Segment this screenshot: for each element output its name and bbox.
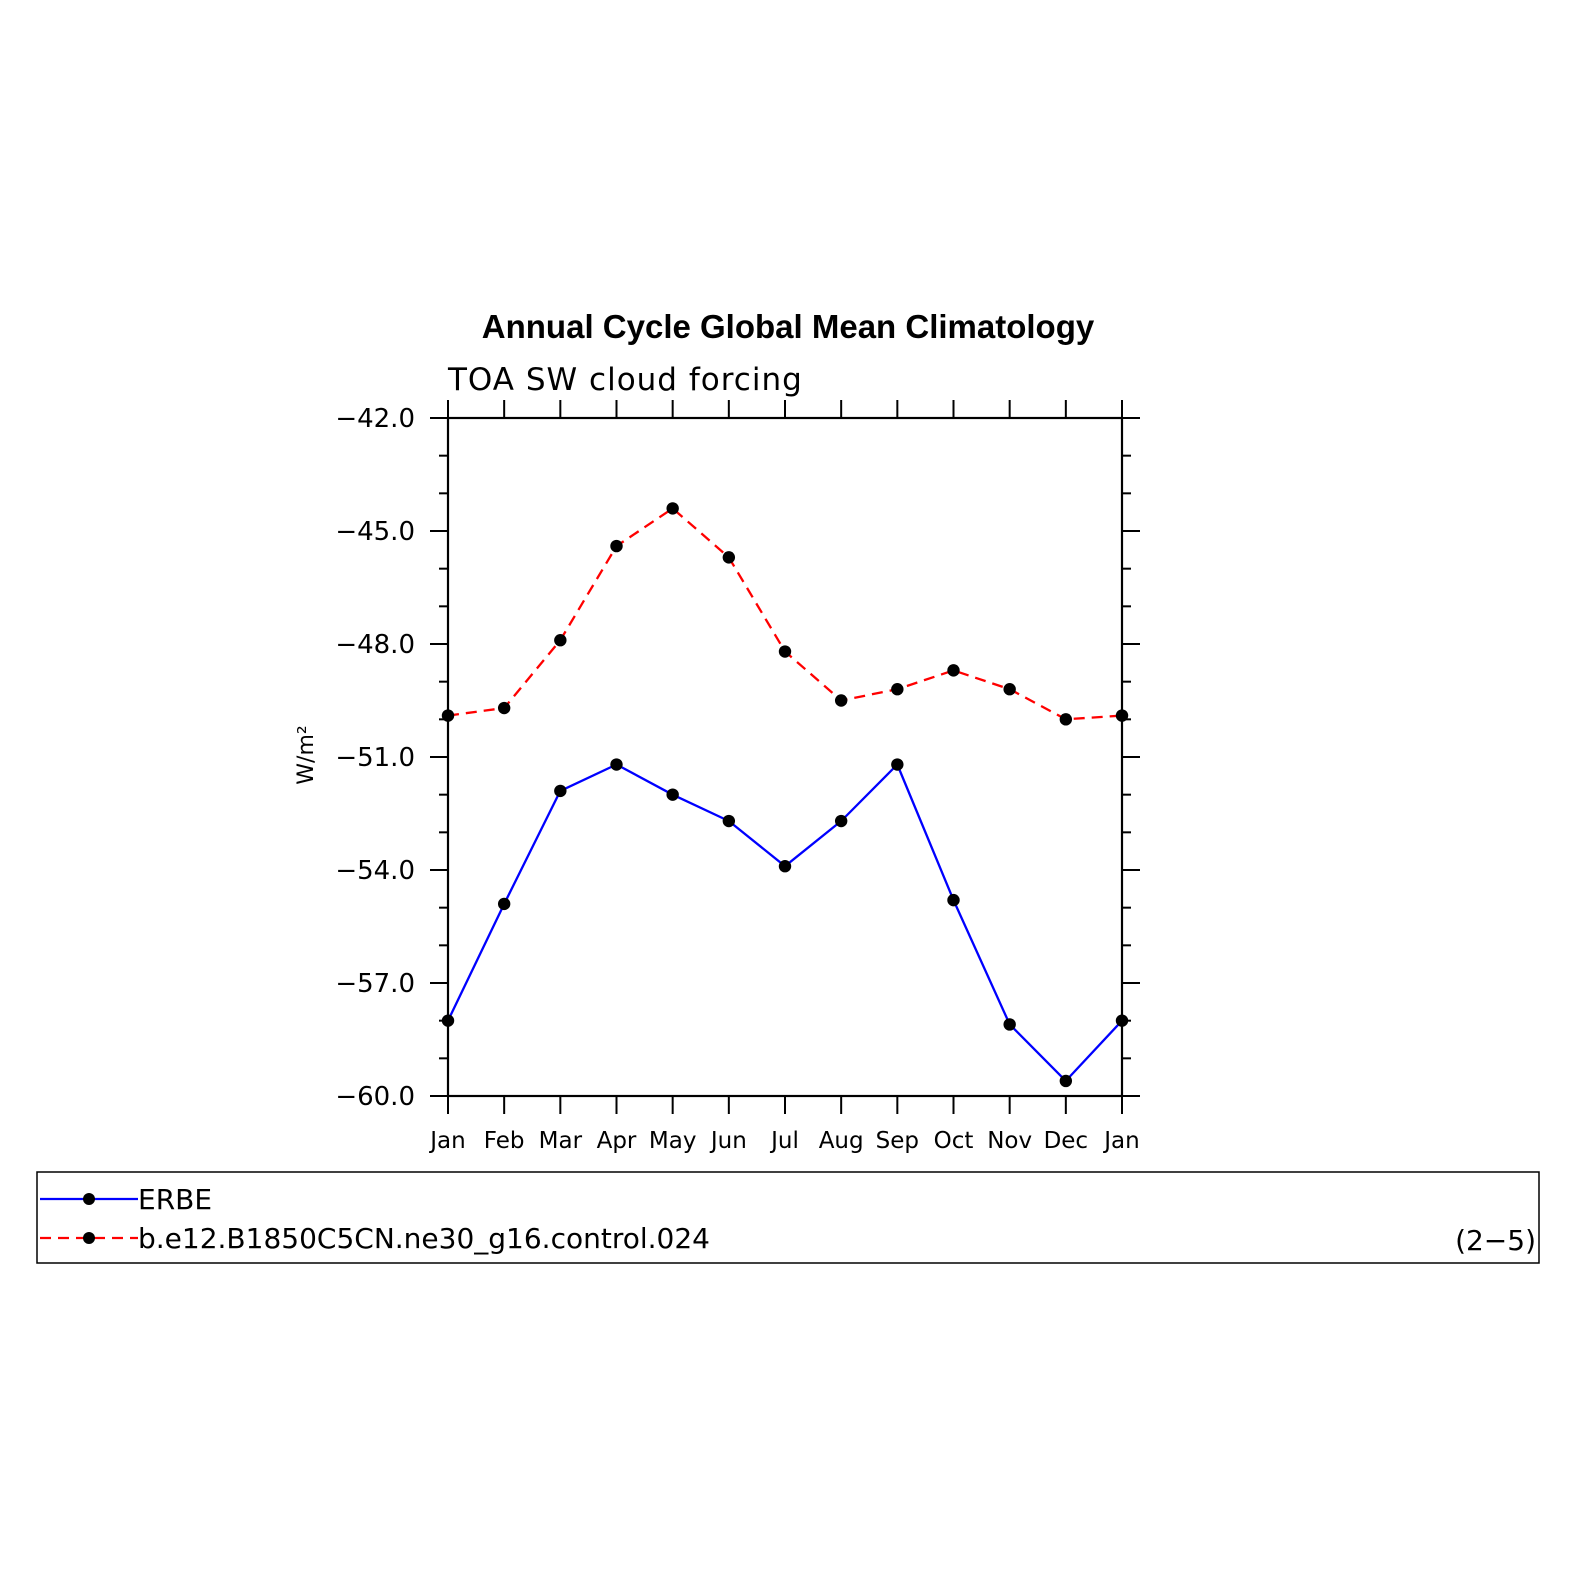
y-tick-label: −57.0 xyxy=(335,969,415,999)
y-axis-label: W/m² xyxy=(294,725,319,784)
y-tick-label: −51.0 xyxy=(335,743,415,773)
x-tick-label: Jan xyxy=(428,1128,465,1154)
data-point-model xyxy=(1115,709,1129,722)
data-point-model xyxy=(722,551,736,564)
data-point-model xyxy=(1059,713,1073,726)
data-point-erbe xyxy=(1003,1018,1016,1031)
data-point-model xyxy=(497,701,511,715)
panel-id: (2−5) xyxy=(1455,1224,1536,1257)
data-point-erbe xyxy=(554,784,567,798)
x-tick-label: Mar xyxy=(539,1128,583,1154)
data-point-model xyxy=(441,709,455,722)
plot-axes: −42.0 −45.0 −48.0 −51.0 −54.0 −57.0 −60.0 Jan Fe… xyxy=(335,400,1140,1154)
data-point-erbe xyxy=(441,1014,455,1027)
data-point-model xyxy=(778,645,792,658)
x-tick-label: Aug xyxy=(819,1128,864,1154)
data-point-erbe xyxy=(1115,1014,1129,1027)
x-tick-label: Jul xyxy=(769,1128,799,1154)
series-layer xyxy=(441,502,1129,1088)
x-tick-label: May xyxy=(649,1128,697,1154)
data-point-model xyxy=(666,502,679,515)
data-point-model xyxy=(834,694,848,707)
y-tick-label: −60.0 xyxy=(335,1082,415,1112)
x-tick-label: Apr xyxy=(597,1128,637,1154)
y-tick-label: −42.0 xyxy=(335,404,415,434)
data-point-erbe xyxy=(778,860,792,873)
legend: ERBE b.e12.B1850C5CN.ne30_g16.control.02… xyxy=(36,1171,1540,1264)
data-point-model xyxy=(610,539,623,553)
data-point-model xyxy=(554,634,567,647)
data-point-model xyxy=(947,664,960,677)
x-tick-label: Oct xyxy=(934,1128,974,1154)
legend-box xyxy=(36,1171,1540,1264)
data-point-erbe xyxy=(834,814,848,828)
data-point-erbe xyxy=(666,788,679,801)
data-point-erbe xyxy=(947,893,960,907)
y-tick-label: −45.0 xyxy=(335,517,415,547)
chart-title: Annual Cycle Global Mean Climatology xyxy=(482,308,1095,345)
legend-label-erbe: ERBE xyxy=(138,1183,212,1216)
y-tick-label: −48.0 xyxy=(335,630,415,660)
x-tick-label: Jan xyxy=(1102,1128,1139,1154)
data-point-erbe xyxy=(610,758,623,771)
data-point-erbe xyxy=(1059,1074,1073,1088)
data-point-model xyxy=(1003,683,1016,696)
legend-marker-model xyxy=(83,1232,95,1244)
data-point-model xyxy=(891,683,904,696)
x-tick-label: Sep xyxy=(876,1128,919,1154)
chart-subtitle: TOA SW cloud forcing xyxy=(447,362,803,398)
data-point-erbe xyxy=(497,897,511,911)
series-line-model xyxy=(447,507,1123,721)
x-tick-label: Dec xyxy=(1044,1128,1089,1154)
x-tick-label: Feb xyxy=(484,1128,525,1154)
x-tick-label: Nov xyxy=(987,1128,1032,1154)
legend-label-model: b.e12.B1850C5CN.ne30_g16.control.024 xyxy=(138,1222,710,1255)
y-tick-label: −54.0 xyxy=(335,856,415,886)
data-point-erbe xyxy=(891,758,904,771)
legend-marker-erbe xyxy=(83,1193,95,1205)
x-tick-label: Jun xyxy=(709,1128,747,1154)
data-point-erbe xyxy=(722,814,736,828)
series-line-erbe xyxy=(446,763,1123,1083)
plot-frame xyxy=(446,416,1124,1098)
